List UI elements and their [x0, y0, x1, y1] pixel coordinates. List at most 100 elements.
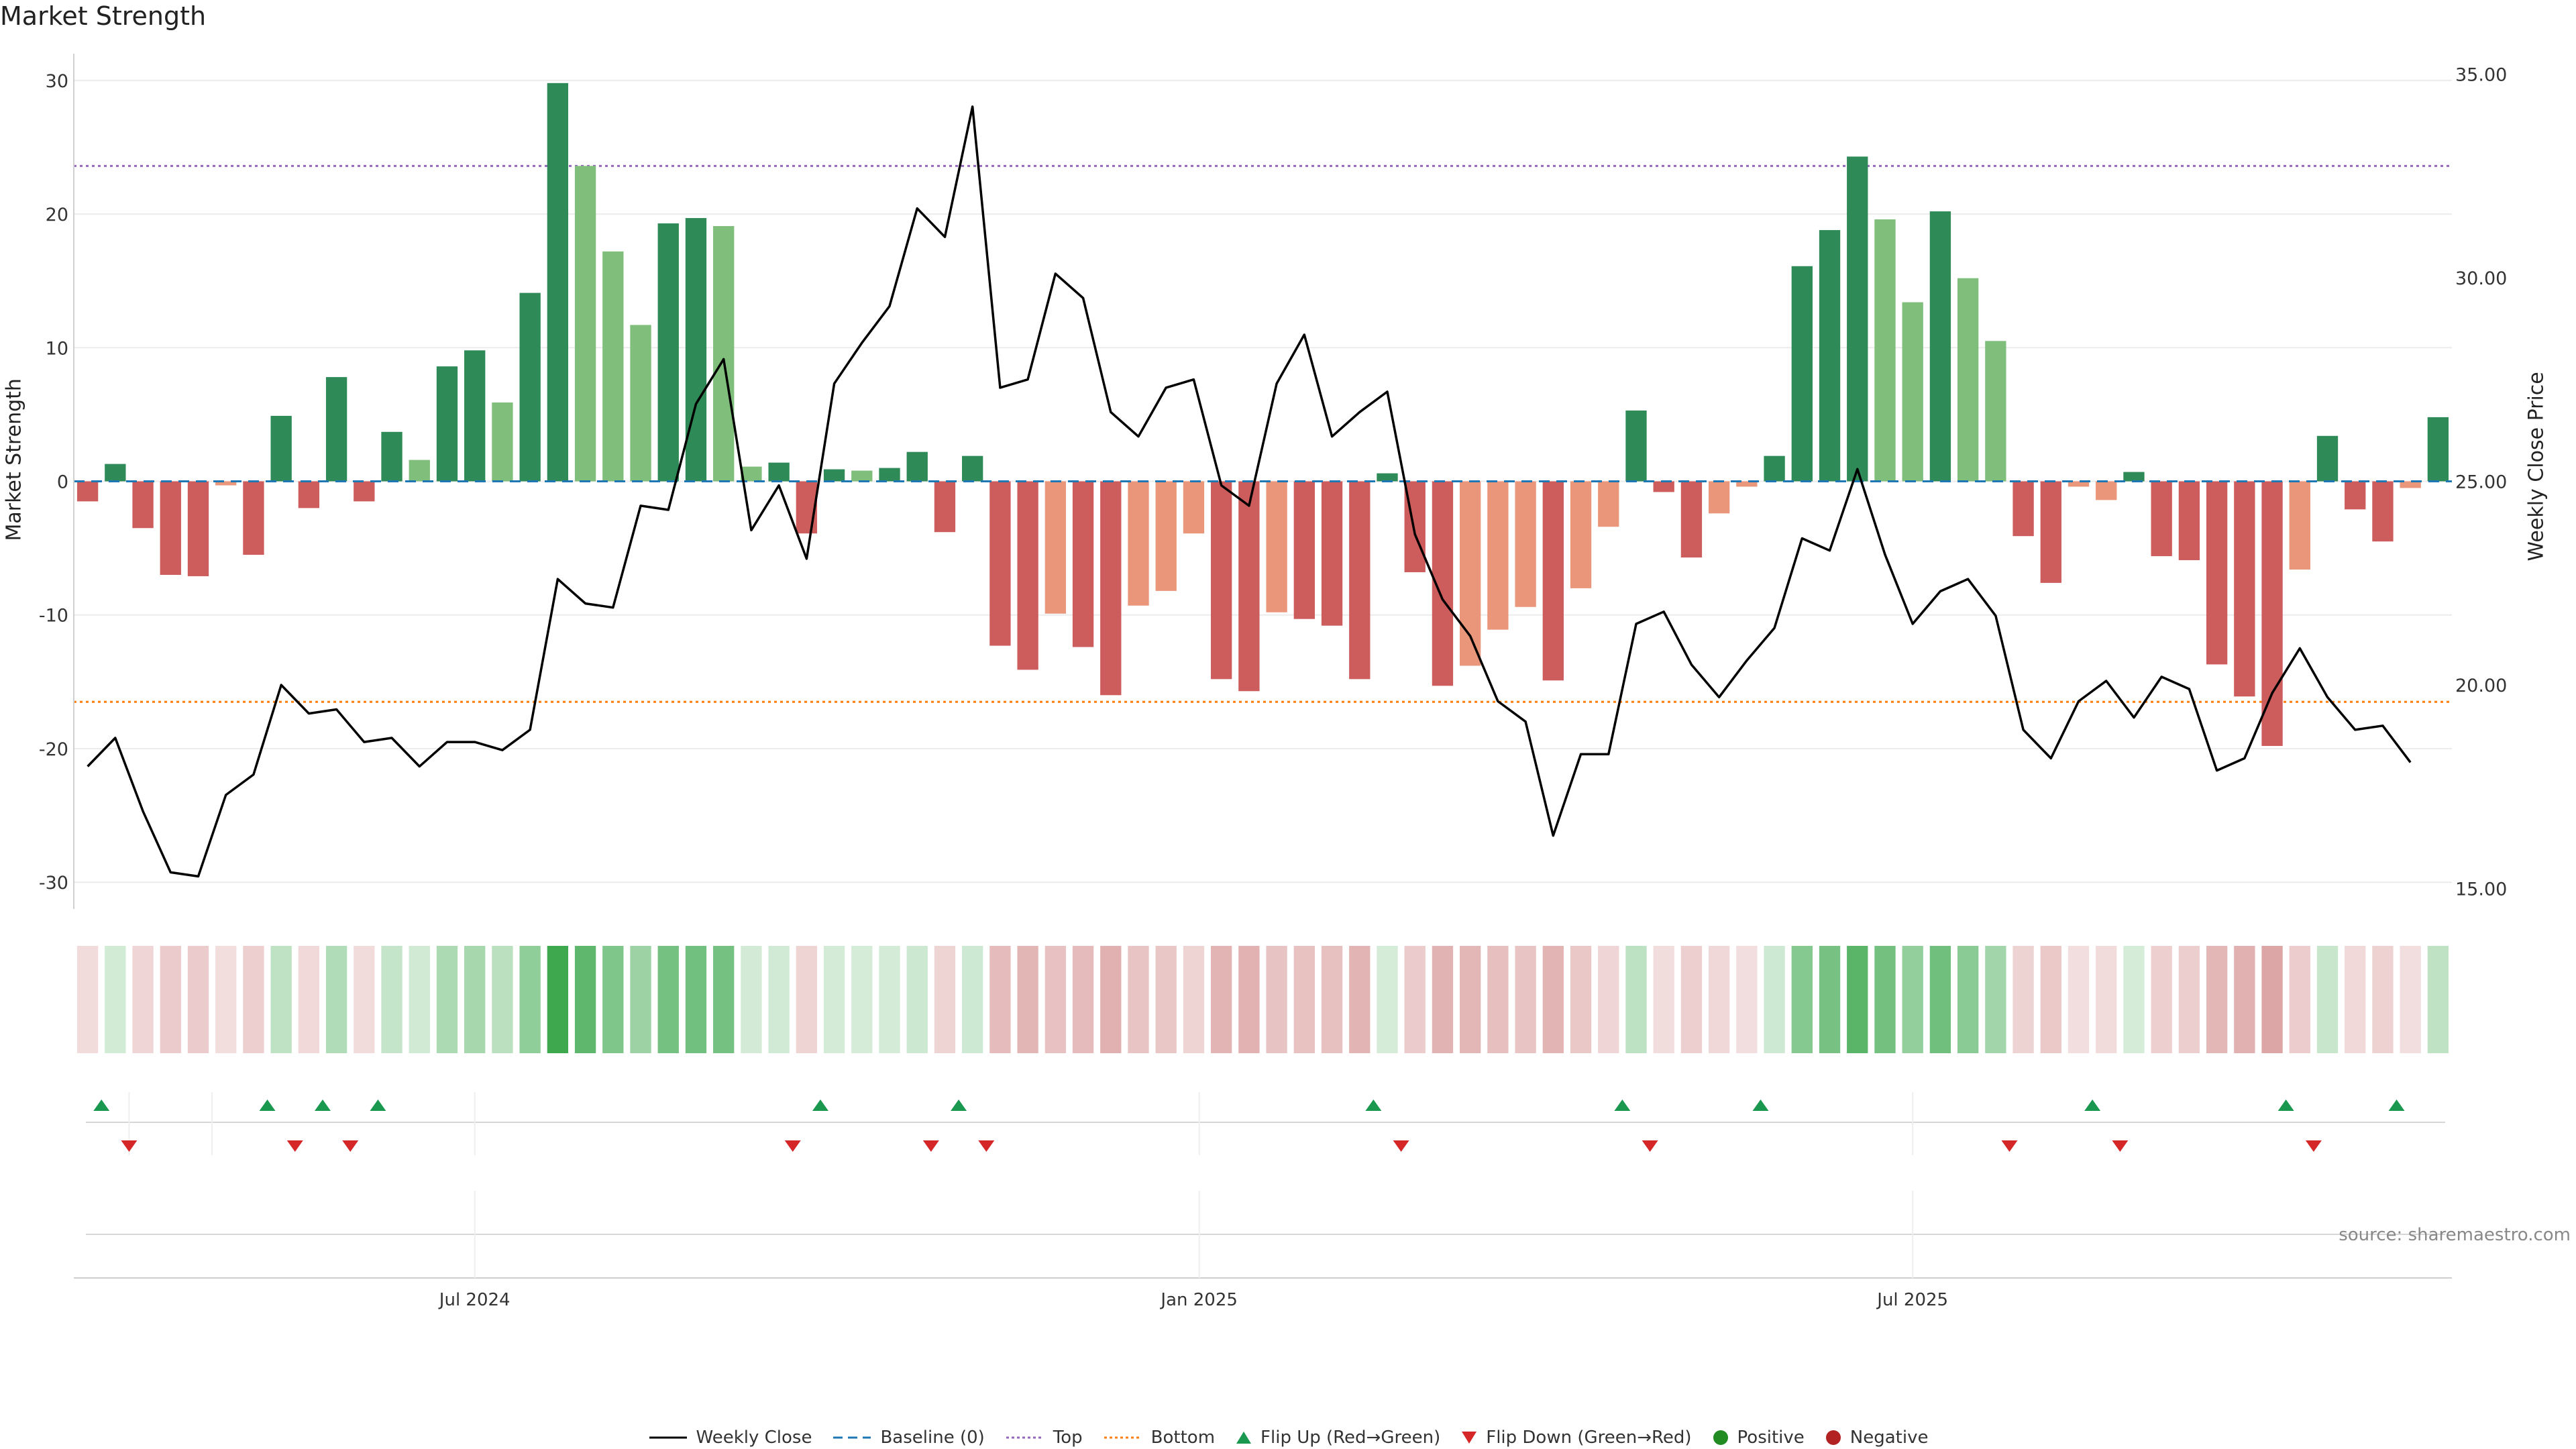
strength-bar [1515, 481, 1536, 607]
heatmap-cell [1044, 946, 1067, 1053]
strength-bar [989, 481, 1011, 646]
heatmap-cell [76, 946, 99, 1053]
strength-bar [1570, 481, 1592, 588]
strength-bar [1653, 481, 1674, 492]
y2-tick-label: 30.00 [2455, 268, 2507, 289]
heatmap-cell [962, 946, 983, 1053]
heatmap-cell [796, 946, 818, 1053]
heatmap-cell [1598, 946, 1619, 1053]
heatmap-cell [1211, 946, 1232, 1053]
strength-bar [354, 481, 375, 502]
y-tick-label: -30 [39, 873, 68, 894]
strength-bar [1017, 481, 1038, 670]
flip-down-marker [1393, 1140, 1409, 1152]
heatmap-cell [1653, 946, 1674, 1053]
strength-bar [298, 481, 320, 508]
legend-label: Positive [1737, 1428, 1805, 1448]
legend: Weekly Close Baseline (0) Top Bottom Flip Up… [0, 1428, 2576, 1448]
heatmap-cell [657, 946, 679, 1053]
strength-bar [1266, 481, 1287, 612]
strength-bars [76, 83, 2449, 746]
heatmap-cell [2178, 946, 2200, 1053]
strength-bar [132, 481, 154, 529]
strength-bar [1377, 473, 1398, 482]
legend-swatch [1713, 1430, 1728, 1445]
strength-bar [630, 325, 651, 482]
strength-bar [741, 466, 762, 482]
heatmap-cell [602, 946, 624, 1053]
legend-item: Bottom [1103, 1428, 1215, 1448]
legend-dot-icon [1713, 1430, 1728, 1445]
strength-bar [215, 481, 237, 486]
heatmap-cell [2289, 946, 2310, 1053]
strength-bar [657, 223, 679, 482]
flip-down-marker [286, 1140, 303, 1152]
strength-bar [685, 218, 707, 482]
heatmap-cell [1929, 946, 1951, 1053]
flip-up-marker [2084, 1099, 2101, 1111]
legend-dot-icon [1825, 1430, 1841, 1445]
flip-down-marker [121, 1140, 138, 1152]
heatmap-cell [298, 946, 320, 1053]
legend-label: Baseline (0) [880, 1428, 985, 1448]
strength-bar [2345, 481, 2366, 510]
heatmap-cell [132, 946, 154, 1053]
flip-markers: Jul 2024 Jan 2025 Jul 2025 [74, 1092, 2452, 1310]
heatmap-cell [1072, 946, 1094, 1053]
flip-up-marker [1752, 1099, 1769, 1111]
heatmap-cell [823, 946, 845, 1053]
strength-bar [270, 415, 292, 482]
y-tick-label: -10 [39, 606, 68, 627]
weekly-close-line [87, 105, 2412, 878]
legend-solid-line-icon [649, 1436, 687, 1439]
strength-bar [1819, 229, 1841, 482]
heatmap-cell [187, 946, 209, 1053]
legend-swatch [1236, 1432, 1252, 1444]
heatmap-cell [1432, 946, 1454, 1053]
heatmap-cell [713, 946, 735, 1053]
flip-down-marker [2305, 1140, 2322, 1152]
legend-swatch [1825, 1430, 1841, 1445]
heatmap-cell [1515, 946, 1536, 1053]
heatmap-cell [768, 946, 790, 1053]
y-tick-label: -20 [39, 739, 68, 760]
strength-bar [2234, 481, 2255, 697]
y-tick-label: 20 [46, 205, 68, 225]
strength-bar [2316, 435, 2339, 482]
heatmap-cell [2316, 946, 2339, 1053]
y-tick-label: 0 [57, 472, 68, 493]
strength-bar [1072, 481, 1094, 647]
legend-item: Top [1005, 1428, 1083, 1448]
heatmap-cell [2234, 946, 2255, 1053]
flip-down-marker [978, 1140, 995, 1152]
strength-bar [519, 292, 541, 482]
heatmap-cell [519, 946, 541, 1053]
heatmap-cell [1266, 946, 1287, 1053]
heatmap-cell [1542, 946, 1564, 1053]
heatmap-cell [1183, 946, 1205, 1053]
heatmap-cell [1625, 946, 1647, 1053]
heatmap-cell [1736, 946, 1758, 1053]
y-tick-label: 30 [46, 71, 68, 92]
heatmap-cell [2012, 946, 2034, 1053]
strength-bar [2123, 472, 2145, 482]
legend-item: Baseline (0) [832, 1428, 985, 1448]
strength-heatmap [76, 946, 2449, 1053]
flip-up-marker [314, 1099, 331, 1111]
heatmap-cell [1847, 946, 1868, 1053]
flip-up-marker [370, 1099, 386, 1111]
legend-dotted-line-icon [1104, 1436, 1142, 1439]
strength-bar [1847, 156, 1868, 482]
strength-bar [1764, 455, 1785, 482]
heatmap-cell [2261, 946, 2283, 1053]
heatmap-cell [270, 946, 292, 1053]
strength-bar [768, 462, 790, 482]
heatmap-cell [2400, 946, 2421, 1053]
heatmap-cell [1680, 946, 1703, 1053]
strength-bar [1321, 481, 1343, 626]
strength-bar [1874, 219, 1896, 482]
strength-bar [1044, 481, 1067, 614]
heatmap-cell [906, 946, 928, 1053]
heatmap-cell [989, 946, 1011, 1053]
strength-bar [160, 481, 181, 575]
